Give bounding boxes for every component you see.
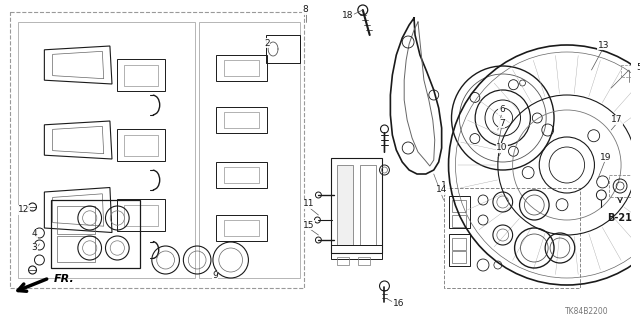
Text: 15: 15 <box>303 220 314 229</box>
Text: 11: 11 <box>303 199 314 209</box>
Bar <box>452 238 467 250</box>
Bar <box>266 35 300 63</box>
Text: 10: 10 <box>496 144 508 152</box>
Text: 9: 9 <box>212 271 218 280</box>
Text: 7: 7 <box>499 118 505 128</box>
Bar <box>199 22 300 278</box>
Bar <box>10 12 303 288</box>
Text: FR.: FR. <box>54 274 75 284</box>
Bar <box>444 188 580 288</box>
Bar <box>452 215 467 227</box>
Bar <box>358 257 370 265</box>
Text: 8: 8 <box>303 5 308 14</box>
Bar <box>332 158 383 253</box>
Text: 2: 2 <box>264 39 270 48</box>
Text: 18: 18 <box>342 11 354 19</box>
Bar <box>449 234 470 266</box>
Text: 14: 14 <box>436 186 447 195</box>
Bar <box>360 165 376 245</box>
Bar <box>452 200 467 212</box>
Text: 16: 16 <box>392 299 404 308</box>
Text: B-21: B-21 <box>607 213 632 223</box>
Bar <box>609 175 631 197</box>
Bar <box>452 251 467 263</box>
Text: 6: 6 <box>499 106 505 115</box>
Text: 4: 4 <box>32 229 37 239</box>
Bar <box>51 200 140 268</box>
Text: 13: 13 <box>598 41 609 49</box>
Bar <box>332 245 383 259</box>
Bar <box>18 22 195 278</box>
Bar <box>57 206 95 234</box>
Text: 1: 1 <box>441 181 447 189</box>
Text: TK84B2200: TK84B2200 <box>564 307 609 315</box>
Text: 19: 19 <box>600 152 611 161</box>
Text: 12: 12 <box>18 205 29 214</box>
Bar <box>449 196 470 228</box>
Bar <box>621 65 637 77</box>
Text: 5: 5 <box>636 63 640 72</box>
Bar <box>57 236 95 262</box>
Bar <box>337 165 353 245</box>
Text: 3: 3 <box>31 243 37 253</box>
Bar <box>337 257 349 265</box>
Text: 17: 17 <box>611 115 623 124</box>
